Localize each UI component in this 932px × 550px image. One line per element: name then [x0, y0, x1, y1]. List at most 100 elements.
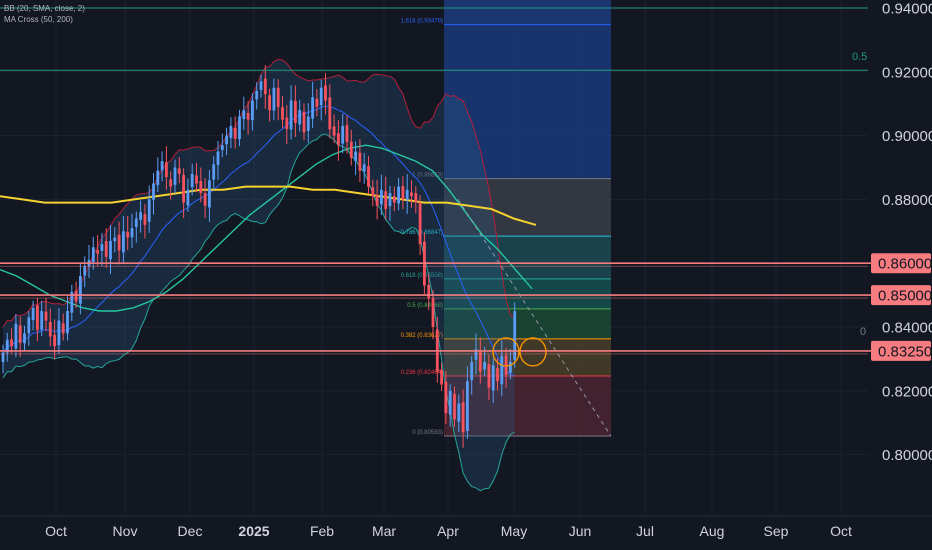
candle-body — [483, 362, 486, 370]
candle-body — [27, 317, 31, 334]
fib-level-label: 0.382 (0.83627) — [401, 333, 443, 339]
candle-body — [500, 355, 504, 385]
candle-body — [220, 145, 224, 150]
x-axis-tick-label: Oct — [45, 523, 67, 539]
fib-level-label: 1 (0.88653) — [412, 173, 443, 179]
y-axis-tick-label: 0.90000 — [882, 128, 932, 145]
candle-body — [23, 333, 26, 344]
y-axis-tick-label: 0.82000 — [882, 383, 932, 400]
candle-body — [405, 189, 409, 200]
candle-body — [311, 97, 314, 119]
candle-body — [388, 193, 392, 207]
candle-body — [156, 170, 160, 186]
price-label-text: 0.83250 — [878, 343, 932, 360]
candle-body — [294, 100, 297, 123]
candle-body — [315, 98, 319, 107]
x-axis-tick-label: Sep — [764, 523, 789, 539]
fib-zone — [444, 0, 611, 25]
candle-body — [48, 321, 52, 337]
x-axis-tick-label: May — [501, 523, 527, 539]
fib-level-label: 0 (0.80583) — [412, 430, 443, 436]
projection-dashed-line[interactable] — [457, 199, 612, 437]
candle-body — [53, 334, 56, 347]
candle-body — [392, 196, 396, 203]
candle-body — [143, 214, 147, 225]
candle-body — [466, 381, 469, 432]
candle-body — [362, 164, 366, 172]
candle-body — [397, 186, 400, 204]
candle-body — [225, 135, 228, 145]
candle-body — [147, 199, 151, 222]
candle-body — [229, 126, 233, 138]
candle-body — [487, 364, 491, 388]
candle-body — [414, 193, 418, 203]
candle-body — [83, 266, 87, 276]
candle-body — [453, 393, 456, 420]
candle-body — [354, 151, 357, 161]
candle-body — [263, 78, 267, 95]
candle-body — [208, 180, 211, 208]
y-axis-tick-label: 0.80000 — [882, 447, 932, 464]
fib-level-label: 1.618 (0.93479) — [401, 19, 443, 25]
candle-body — [160, 161, 164, 171]
price-label-text: 0.85000 — [878, 288, 932, 305]
candle-body — [74, 290, 78, 302]
candle-body — [126, 231, 130, 238]
price-label-badge — [871, 285, 931, 306]
candle-body — [504, 355, 508, 375]
candle-body — [31, 307, 35, 321]
candle-body — [40, 311, 44, 330]
bb-indicator-label[interactable]: BB (20, SMA, close, 2) — [4, 4, 85, 13]
candle-body — [177, 168, 181, 174]
fib-zone — [444, 178, 611, 237]
candle-body — [440, 369, 443, 385]
annotations[interactable]: 0 — [457, 199, 866, 437]
candle-body — [384, 191, 388, 209]
fibonacci-retracement[interactable]: 1.618 (0.93479) 1 (0.88653) 0.786 (0.86847… — [401, 0, 611, 437]
candle-body — [401, 186, 405, 200]
bb-basis — [2, 105, 515, 376]
candle-body — [216, 151, 220, 165]
candle-body — [212, 164, 216, 180]
candle-body — [349, 141, 353, 158]
side-label: 0 — [860, 326, 866, 338]
candle-body — [190, 173, 194, 188]
candle-body — [431, 298, 435, 327]
candle-body — [474, 349, 478, 360]
x-axis-tick-label: Jul — [636, 523, 654, 539]
candle-body — [91, 247, 95, 263]
price-label-badge — [871, 253, 931, 274]
candle-body — [203, 193, 207, 206]
candle-body — [113, 237, 117, 242]
fib-zone — [444, 308, 611, 339]
candle-body — [195, 175, 198, 184]
candle-body — [410, 192, 413, 197]
candle-body — [358, 152, 362, 171]
candle-body — [139, 212, 142, 220]
candle-body — [173, 167, 177, 185]
price-label-text: 0.86000 — [878, 256, 932, 273]
candle-body — [324, 85, 327, 101]
horizontal-levels[interactable]: 0.5 0.86000 0.85000 0.83250 — [0, 7, 932, 361]
moving-averages — [0, 144, 537, 312]
candle-body — [448, 390, 452, 415]
x-axis-tick-label: Nov — [113, 523, 138, 539]
candle-body — [57, 320, 61, 346]
price-label-badge — [871, 340, 931, 361]
y-axis-tick-label: 0.92000 — [882, 64, 932, 81]
highlight-circle[interactable] — [492, 337, 520, 367]
candle-body — [509, 362, 512, 373]
candle-body — [61, 323, 65, 334]
candle-body — [276, 87, 280, 107]
candle-body — [10, 339, 13, 347]
candle-body — [130, 228, 134, 238]
ma-cross-indicator-label[interactable]: MA Cross (50, 200) — [4, 15, 73, 24]
highlight-circle[interactable] — [519, 337, 547, 367]
candle-body — [306, 116, 310, 131]
candle-body — [104, 241, 108, 257]
candle-body — [332, 126, 336, 136]
candle-body — [100, 244, 104, 251]
candle-body — [36, 305, 39, 331]
